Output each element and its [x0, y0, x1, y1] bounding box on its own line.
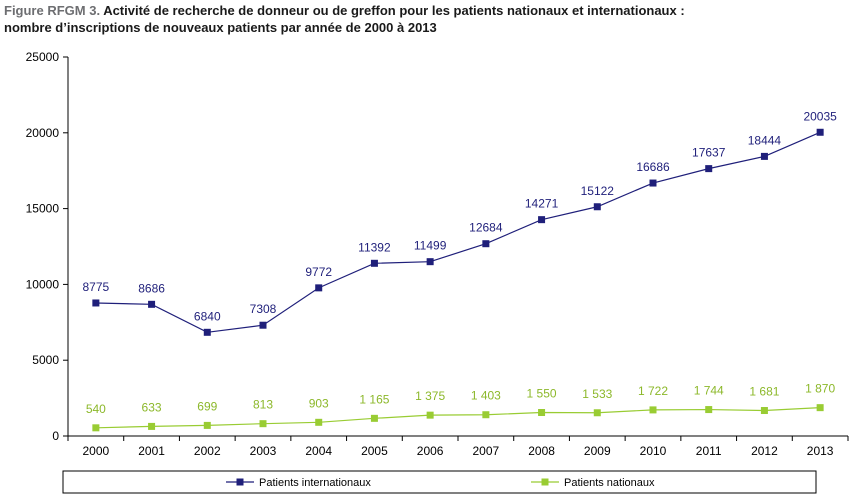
- data-point-international: [705, 165, 713, 173]
- legend-label-national: Patients nationaux: [564, 477, 655, 489]
- x-tick-label: 2004: [305, 444, 332, 458]
- data-label: 12684: [469, 221, 503, 235]
- data-point-national: [426, 411, 434, 419]
- data-label: 1 870: [805, 382, 835, 396]
- data-label: 8686: [138, 281, 165, 295]
- data-label: 540: [86, 402, 106, 416]
- data-label: 1 681: [749, 385, 779, 399]
- data-point-international: [593, 203, 601, 211]
- series-national: 540 633 699 813 903 1 165 1 375 1 403 1 550 1 533…: [86, 382, 835, 432]
- x-tick-label: 2007: [473, 444, 500, 458]
- data-label: 11499: [414, 239, 447, 253]
- legend-marker-national: [541, 478, 549, 486]
- series-line: [95, 131, 821, 333]
- legend-marker-international: [236, 478, 244, 486]
- data-point-national: [203, 421, 211, 429]
- x-tick-label: 2012: [751, 444, 778, 458]
- y-tick-label: 15000: [26, 202, 60, 216]
- data-point-international: [538, 216, 546, 224]
- data-point-international: [259, 321, 267, 329]
- data-label: 6840: [194, 309, 221, 323]
- data-point-international: [203, 328, 211, 336]
- data-label: 11392: [358, 240, 391, 254]
- data-point-national: [370, 414, 378, 422]
- data-point-international: [816, 128, 824, 136]
- x-tick-label: 2000: [83, 444, 110, 458]
- data-label: 18444: [748, 133, 782, 147]
- data-label: 699: [197, 399, 217, 413]
- data-point-national: [649, 406, 657, 414]
- legend-label-international: Patients internationaux: [259, 477, 371, 489]
- data-label: 1 550: [527, 387, 557, 401]
- data-point-international: [482, 240, 490, 248]
- data-label: 1 722: [638, 384, 668, 398]
- legend-box: [62, 470, 817, 494]
- data-label: 1 744: [694, 384, 724, 398]
- x-tick-label: 2010: [640, 444, 667, 458]
- series-line: [95, 407, 821, 429]
- y-tick-label: 25000: [26, 50, 60, 64]
- y-tick-label: 20000: [26, 126, 60, 140]
- title-line-2: nombre d’inscriptions de nouveaux patien…: [4, 20, 437, 35]
- data-point-international: [426, 258, 434, 266]
- data-label: 16686: [636, 160, 670, 174]
- data-point-national: [482, 411, 490, 419]
- x-tick-label: 2003: [250, 444, 277, 458]
- data-point-national: [538, 409, 546, 417]
- data-point-international: [649, 179, 657, 187]
- data-point-international: [370, 259, 378, 267]
- chart-title: Figure RFGM 3. Activité de recherche de …: [4, 2, 849, 36]
- data-point-national: [593, 409, 601, 417]
- data-point-international: [760, 152, 768, 160]
- figure-number: Figure RFGM 3.: [4, 3, 101, 18]
- y-tick-label: 5000: [32, 353, 59, 367]
- x-tick-label: 2002: [194, 444, 221, 458]
- data-point-national: [148, 422, 156, 430]
- x-tick-label: 2008: [528, 444, 555, 458]
- data-label: 7308: [250, 302, 277, 316]
- data-label: 15122: [581, 184, 615, 198]
- data-point-national: [92, 424, 100, 432]
- data-label: 20035: [803, 109, 837, 123]
- data-point-national: [816, 404, 824, 412]
- data-point-national: [259, 420, 267, 428]
- data-label: 633: [142, 400, 162, 414]
- title-line-1: Activité de recherche de donneur ou de g…: [100, 3, 685, 18]
- data-label: 8775: [83, 280, 110, 294]
- data-label: 14271: [525, 197, 559, 211]
- x-tick-label: 2001: [138, 444, 165, 458]
- data-point-national: [705, 406, 713, 414]
- data-label: 1 375: [415, 389, 445, 403]
- data-label: 17637: [692, 146, 726, 160]
- data-point-national: [760, 407, 768, 415]
- data-label: 903: [309, 396, 329, 410]
- y-tick-label: 10000: [26, 277, 60, 291]
- data-label: 813: [253, 398, 273, 412]
- data-label: 9772: [305, 265, 332, 279]
- data-point-international: [148, 300, 156, 308]
- x-tick-label: 2011: [696, 444, 722, 458]
- x-tick-label: 2013: [807, 444, 834, 458]
- data-point-international: [92, 299, 100, 307]
- y-tick-label: 0: [52, 429, 59, 443]
- data-label: 1 533: [582, 387, 612, 401]
- data-label: 1 403: [471, 389, 501, 403]
- legend: Patients internationaux Patients nationau…: [62, 470, 817, 494]
- x-tick-label: 2006: [417, 444, 444, 458]
- x-tick-label: 2005: [361, 444, 388, 458]
- data-label: 1 165: [359, 392, 389, 406]
- axes: 0 5000 10000 15000 20000 25000 2000 2001 2002 200…: [26, 50, 849, 458]
- data-point-international: [315, 284, 323, 292]
- series-international: 8775 8686 6840 7308 9772 11392 11499 12684 14271…: [83, 109, 837, 336]
- x-tick-label: 2009: [584, 444, 611, 458]
- data-point-national: [315, 418, 323, 426]
